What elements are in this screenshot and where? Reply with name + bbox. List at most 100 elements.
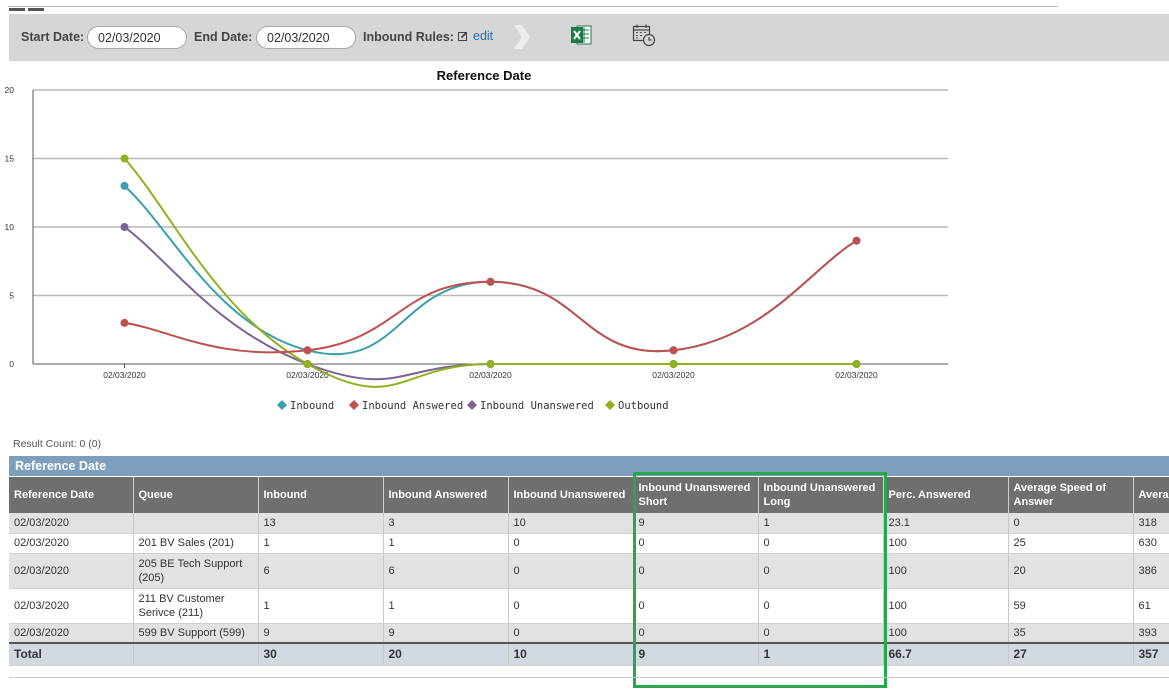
table-header-row: Reference Date Queue Inbound Inbound Ans…: [9, 477, 1169, 513]
table-cell: 1: [758, 513, 884, 534]
filter-toolbar: Start Date: End Date: Inbound Rules: edi…: [9, 14, 1169, 61]
start-date-input[interactable]: [87, 26, 187, 49]
table-row: 02/03/2020 201 BV Sales (201) 1 1 0 0 0 …: [9, 533, 1169, 554]
edit-icon: [458, 31, 468, 41]
top-divider: [8, 6, 1058, 7]
table-cell: 27: [1008, 642, 1134, 666]
table-row: 02/03/2020 13 3 10 9 1 23.1 0 318: [9, 513, 1169, 534]
table-cell: 35: [1008, 623, 1134, 644]
table-cell: 100: [883, 623, 1009, 644]
table-cell: 20: [383, 642, 509, 666]
table-cell: 0: [633, 533, 759, 554]
table-cell: 0: [758, 553, 884, 589]
table-cell: 386: [1133, 553, 1169, 589]
table-cell: 100: [883, 553, 1009, 589]
table-caption: Reference Date: [9, 456, 1169, 477]
table-cell: 66.7: [883, 642, 1009, 666]
data-table: Reference Date Queue Inbound Inbound Ans…: [9, 477, 1169, 666]
table-cell: 1: [383, 533, 509, 554]
legend-marker: [467, 400, 477, 410]
table-cell: 02/03/2020: [9, 513, 134, 534]
table-cell: 0: [758, 533, 884, 554]
table-cell: 30: [258, 642, 384, 666]
data-point: [486, 277, 495, 286]
chart-title: Reference Date: [437, 68, 532, 83]
results-table: Reference Date Reference Date Queue Inbo…: [9, 456, 1169, 668]
col-average-speed-of-answer[interactable]: Average Speed of Answer: [1008, 477, 1134, 513]
col-perc-answered[interactable]: Perc. Answered: [883, 477, 1009, 513]
legend-marker: [277, 400, 287, 410]
table-cell: 0: [508, 623, 634, 644]
table-cell: 0: [508, 553, 634, 589]
col-reference-date[interactable]: Reference Date: [9, 477, 134, 513]
table-cell: 3: [383, 513, 509, 534]
table-cell: 0: [633, 588, 759, 624]
legend-label: Outbound: [618, 400, 669, 412]
table-cell: 357: [1133, 642, 1169, 666]
data-point: [303, 346, 312, 355]
end-date-input[interactable]: [256, 26, 356, 49]
col-average[interactable]: Avera: [1133, 477, 1169, 513]
table-cell: 393: [1133, 623, 1169, 644]
start-date-label: Start Date:: [21, 30, 85, 44]
table-cell: [133, 513, 259, 534]
x-tick-label: 02/03/2020: [286, 370, 329, 380]
col-inbound-unanswered-long[interactable]: Inbound Unanswered Long: [758, 477, 884, 513]
table-cell: 59: [1008, 588, 1134, 624]
table-cell: 13: [258, 513, 384, 534]
data-point: [669, 360, 678, 368]
table-cell: 201 BV Sales (201): [133, 533, 259, 554]
table-cell: 100: [883, 588, 1009, 624]
col-inbound-answered[interactable]: Inbound Answered: [383, 477, 509, 513]
y-tick-label: 15: [5, 154, 15, 164]
col-inbound-unanswered[interactable]: Inbound Unanswered: [508, 477, 634, 513]
inbound-rules-label: Inbound Rules:: [363, 30, 454, 44]
line-chart: Reference Date 0 5 10 15 20 02/03/2020 02/03/2…: [0, 62, 960, 432]
legend-marker: [349, 400, 359, 410]
table-cell: 61: [1133, 588, 1169, 624]
col-inbound-unanswered-short[interactable]: Inbound Unanswered Short: [633, 477, 759, 513]
x-tick-label: 02/03/2020: [835, 370, 878, 380]
excel-icon[interactable]: [570, 24, 592, 46]
chevron-right-icon: [514, 25, 530, 49]
data-point: [120, 223, 129, 231]
col-queue[interactable]: Queue: [133, 477, 259, 513]
table-cell: 0: [633, 623, 759, 644]
table-cell: 02/03/2020: [9, 553, 134, 589]
x-tick-label: 02/03/2020: [652, 370, 695, 380]
legend-label: Inbound Unanswered: [480, 400, 594, 412]
table-cell: 211 BV Customer Serivce (211): [133, 588, 259, 624]
table-cell: 318: [1133, 513, 1169, 534]
edit-rules-link[interactable]: edit: [458, 29, 493, 43]
table-cell: [133, 642, 259, 666]
table-cell: 20: [1008, 553, 1134, 589]
table-cell: 10: [508, 513, 634, 534]
table-cell: 0: [508, 533, 634, 554]
table-cell: 599 BV Support (599): [133, 623, 259, 644]
table-cell: 0: [633, 553, 759, 589]
table-cell: 1: [758, 642, 884, 666]
table-cell: 1: [383, 588, 509, 624]
chart-svg: Reference Date 0 5 10 15 20 02/03/2020 02/03/2…: [5, 68, 948, 412]
series-line: [123, 185, 858, 356]
table-cell: 10: [508, 642, 634, 666]
calendar-clock-icon[interactable]: [632, 23, 656, 47]
data-point: [120, 181, 129, 190]
table-cell: 100: [883, 533, 1009, 554]
data-point: [486, 360, 495, 368]
table-row: 02/03/2020 205 BE Tech Support (205) 6 6…: [9, 553, 1169, 589]
x-tick-label: 02/03/2020: [469, 370, 512, 380]
table-cell: 0: [758, 623, 884, 644]
data-point: [303, 360, 312, 368]
col-inbound[interactable]: Inbound: [258, 477, 384, 513]
table-cell: Total: [9, 642, 134, 666]
y-tick-label: 5: [9, 291, 14, 301]
data-point: [120, 318, 129, 327]
table-cell: 9: [633, 642, 759, 666]
table-cell: 205 BE Tech Support (205): [133, 553, 259, 589]
table-cell: 0: [1008, 513, 1134, 534]
table-cell: 0: [508, 588, 634, 624]
legend-label: Inbound Answered: [362, 400, 463, 412]
y-tick-label: 10: [5, 222, 15, 232]
table-cell: 6: [383, 553, 509, 589]
